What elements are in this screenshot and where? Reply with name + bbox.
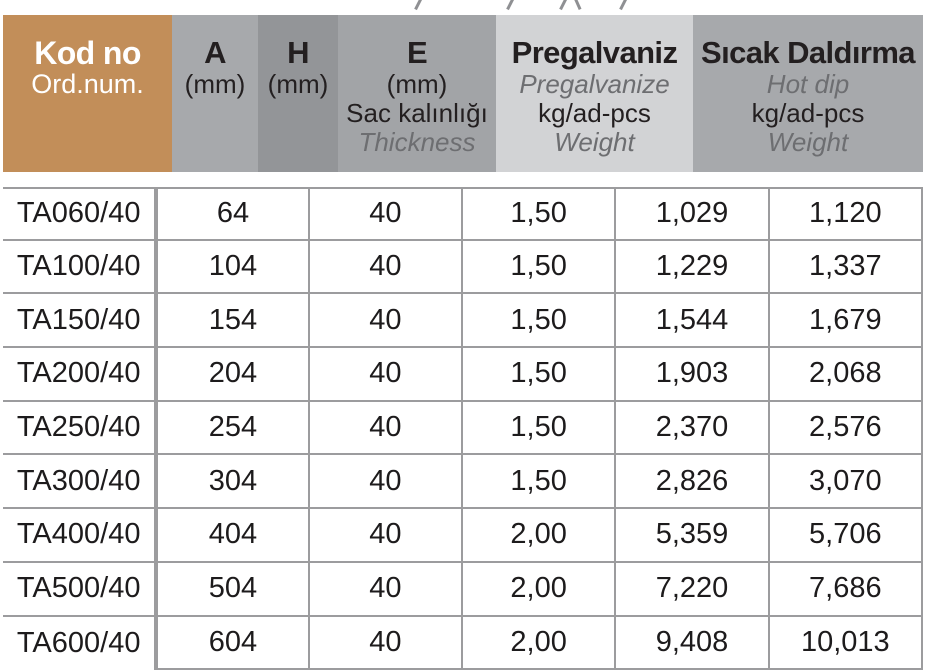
table-row: TA400/40 404 40 2,00 5,359 5,706 — [3, 509, 923, 563]
cell-e: 1,50 — [462, 240, 617, 295]
cell-h: 40 — [309, 616, 463, 671]
cell-h: 40 — [309, 240, 463, 295]
cell-h: 40 — [309, 294, 463, 349]
table-row: TA300/40 304 40 1,50 2,826 3,070 — [3, 455, 923, 510]
cell-a: 404 — [156, 509, 310, 563]
table-row: TA250/40 254 40 1,50 2,370 2,576 — [3, 401, 923, 456]
cell-h: 40 — [309, 509, 463, 563]
cell-code: TA300/40 — [3, 455, 157, 510]
cell-code: TA060/40 — [3, 187, 157, 241]
cell-sicak-daldirma: 1,337 — [769, 240, 923, 295]
cell-h: 40 — [309, 401, 463, 456]
column-subtitle: (mm) — [386, 69, 448, 99]
cell-sicak-daldirma: 3,070 — [769, 455, 923, 510]
cell-a: 304 — [156, 455, 310, 510]
cell-code: TA200/40 — [3, 348, 157, 402]
cell-code: TA100/40 — [3, 240, 157, 295]
table-row: TA600/40 604 40 2,00 9,408 10,013 — [3, 616, 923, 671]
cell-pregalvaniz: 7,220 — [616, 562, 770, 617]
column-subtitle: (mm) — [267, 69, 329, 99]
cell-a: 64 — [156, 187, 310, 241]
cell-e: 1,50 — [462, 455, 617, 510]
cell-sicak-daldirma: 2,576 — [769, 401, 923, 456]
column-header-pregalvaniz: Pregalvaniz Pregalvanize kg/ad-pcs Weigh… — [496, 15, 693, 172]
data-table: TA060/40 64 40 1,50 1,029 1,120 TA100/40… — [3, 187, 923, 671]
cropped-drawing-fragment — [559, 0, 568, 10]
table-row: TA500/40 504 40 2,00 7,220 7,686 — [3, 562, 923, 617]
cell-code: TA500/40 — [3, 562, 157, 617]
cell-h: 40 — [309, 348, 463, 402]
cropped-drawing-fragment — [619, 0, 628, 10]
cell-e: 1,50 — [462, 348, 617, 402]
table-header-row: Kod no Ord.num. A (mm) H (mm) E (mm) Sac… — [3, 15, 923, 172]
cell-e: 2,00 — [462, 616, 617, 671]
cell-pregalvaniz: 1,903 — [616, 348, 770, 402]
cell-a: 604 — [156, 616, 310, 671]
cell-a: 504 — [156, 562, 310, 617]
cell-e: 1,50 — [462, 294, 617, 349]
cell-pregalvaniz: 2,826 — [616, 455, 770, 510]
column-line4: Weight — [767, 127, 849, 157]
cell-pregalvaniz: 1,029 — [616, 187, 770, 241]
column-title: Kod no — [34, 35, 141, 71]
cell-sicak-daldirma: 5,706 — [769, 509, 923, 563]
cell-sicak-daldirma: 10,013 — [769, 616, 923, 671]
cell-e: 2,00 — [462, 509, 617, 563]
column-subtitle: (mm) — [184, 69, 246, 99]
cell-a: 104 — [156, 240, 310, 295]
cell-e: 1,50 — [462, 401, 617, 456]
cell-a: 254 — [156, 401, 310, 456]
cropped-drawing-fragment — [573, 0, 582, 10]
cropped-drawing-fragment — [414, 0, 423, 10]
column-line3: kg/ad-pcs — [538, 98, 651, 128]
column-subtitle: Pregalvanize — [519, 69, 670, 99]
column-header-a: A (mm) — [172, 15, 258, 172]
cell-e: 1,50 — [462, 187, 617, 241]
table-row: TA060/40 64 40 1,50 1,029 1,120 — [3, 187, 923, 241]
column-subtitle: Hot dip — [766, 69, 850, 99]
cell-e: 2,00 — [462, 562, 617, 617]
cell-sicak-daldirma: 2,068 — [769, 348, 923, 402]
table-row: TA100/40 104 40 1,50 1,229 1,337 — [3, 240, 923, 295]
table-row: TA200/40 204 40 1,50 1,903 2,068 — [3, 348, 923, 402]
cell-h: 40 — [309, 562, 463, 617]
column-header-sicak-daldirma: Sıcak Daldırma Hot dip kg/ad-pcs Weight — [693, 15, 923, 172]
cell-code: TA150/40 — [3, 294, 157, 349]
column-subtitle: Ord.num. — [31, 69, 144, 99]
column-header-e: E (mm) Sac kalınlığı Thickness — [338, 15, 496, 172]
column-line4: Thickness — [358, 127, 476, 157]
column-line3: kg/ad-pcs — [751, 98, 865, 128]
cell-pregalvaniz: 1,544 — [616, 294, 770, 349]
cell-pregalvaniz: 2,370 — [616, 401, 770, 456]
cell-pregalvaniz: 9,408 — [616, 616, 770, 671]
cell-a: 204 — [156, 348, 310, 402]
column-title: A — [204, 35, 226, 70]
cell-sicak-daldirma: 7,686 — [769, 562, 923, 617]
cell-sicak-daldirma: 1,120 — [769, 187, 923, 241]
cell-h: 40 — [309, 187, 463, 241]
column-title: E — [406, 35, 428, 70]
cell-a: 154 — [156, 294, 310, 349]
cell-code: TA600/40 — [3, 616, 157, 671]
cell-pregalvaniz: 1,229 — [616, 240, 770, 295]
column-header-h: H (mm) — [258, 15, 338, 172]
column-title: Pregalvaniz — [511, 35, 678, 70]
table-row: TA150/40 154 40 1,50 1,544 1,679 — [3, 294, 923, 349]
column-line4: Weight — [554, 127, 635, 157]
cell-h: 40 — [309, 455, 463, 510]
column-title: H — [287, 35, 309, 70]
cell-pregalvaniz: 5,359 — [616, 509, 770, 563]
cell-code: TA400/40 — [3, 509, 157, 563]
column-title: Sıcak Daldırma — [701, 35, 915, 70]
cropped-drawing-fragment — [506, 0, 515, 10]
column-line3: Sac kalınlığı — [346, 98, 488, 128]
column-header-code: Kod no Ord.num. — [3, 15, 172, 172]
cell-code: TA250/40 — [3, 401, 157, 456]
cell-sicak-daldirma: 1,679 — [769, 294, 923, 349]
